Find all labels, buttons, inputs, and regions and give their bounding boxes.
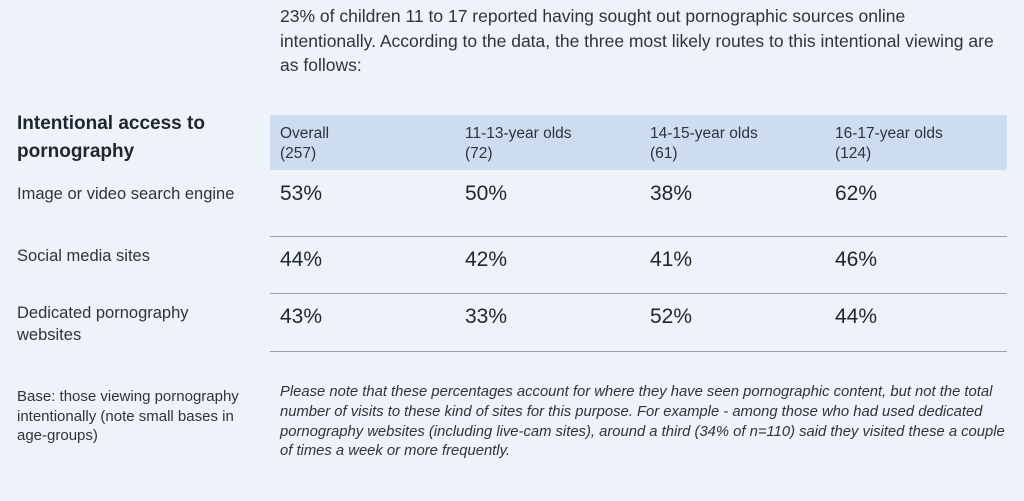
column-label: 14-15-year olds: [650, 125, 758, 142]
table-cell: 44%: [835, 305, 878, 328]
column-header-14-15: 14-15-year olds (61): [640, 115, 825, 170]
column-label: 16-17-year olds: [835, 125, 943, 142]
row-label-search-engine: Image or video search engine: [17, 185, 235, 203]
table-cell: 44%: [280, 248, 323, 271]
table-header: Overall (257) 11-13-year olds (72) 14-15…: [270, 115, 1007, 170]
column-label: 11-13-year olds: [465, 125, 572, 142]
column-base: (257): [280, 145, 317, 162]
section-title: Intentional access to pornography: [17, 113, 205, 162]
column-base: (72): [465, 145, 493, 162]
column-header-overall: Overall (257): [270, 115, 455, 170]
data-table: Overall (257) 11-13-year olds (72) 14-15…: [270, 115, 1007, 352]
table-cell: 41%: [650, 248, 693, 271]
column-label: Overall: [280, 125, 330, 142]
table-cell: 53%: [280, 182, 323, 205]
row-label-social-media: Social media sites: [17, 247, 150, 265]
row-label-dedicated-websites: Dedicated pornography websites: [17, 304, 189, 344]
table-row: 43% 33% 52% 44%: [270, 294, 1007, 352]
column-base: (124): [835, 145, 872, 162]
column-base: (61): [650, 145, 678, 162]
table-cell: 62%: [835, 182, 878, 205]
footnote: Please note that these percentages accou…: [280, 384, 1005, 460]
column-header-11-13: 11-13-year olds (72): [455, 115, 640, 170]
table-cell: 38%: [650, 182, 693, 205]
table-row: 44% 42% 41% 46%: [270, 237, 1007, 294]
table-cell: 43%: [280, 305, 323, 328]
table-cell: 42%: [465, 248, 508, 271]
table-cell: 46%: [835, 248, 878, 271]
table-cell: 50%: [465, 182, 508, 205]
table-cell: 52%: [650, 305, 693, 328]
table-cell: 33%: [465, 305, 508, 328]
intro-paragraph: 23% of children 11 to 17 reported having…: [280, 6, 994, 75]
table-row: 53% 50% 38% 62%: [270, 170, 1007, 237]
base-note: Base: those viewing pornography intentio…: [17, 388, 239, 444]
column-header-16-17: 16-17-year olds (124): [825, 115, 1007, 170]
